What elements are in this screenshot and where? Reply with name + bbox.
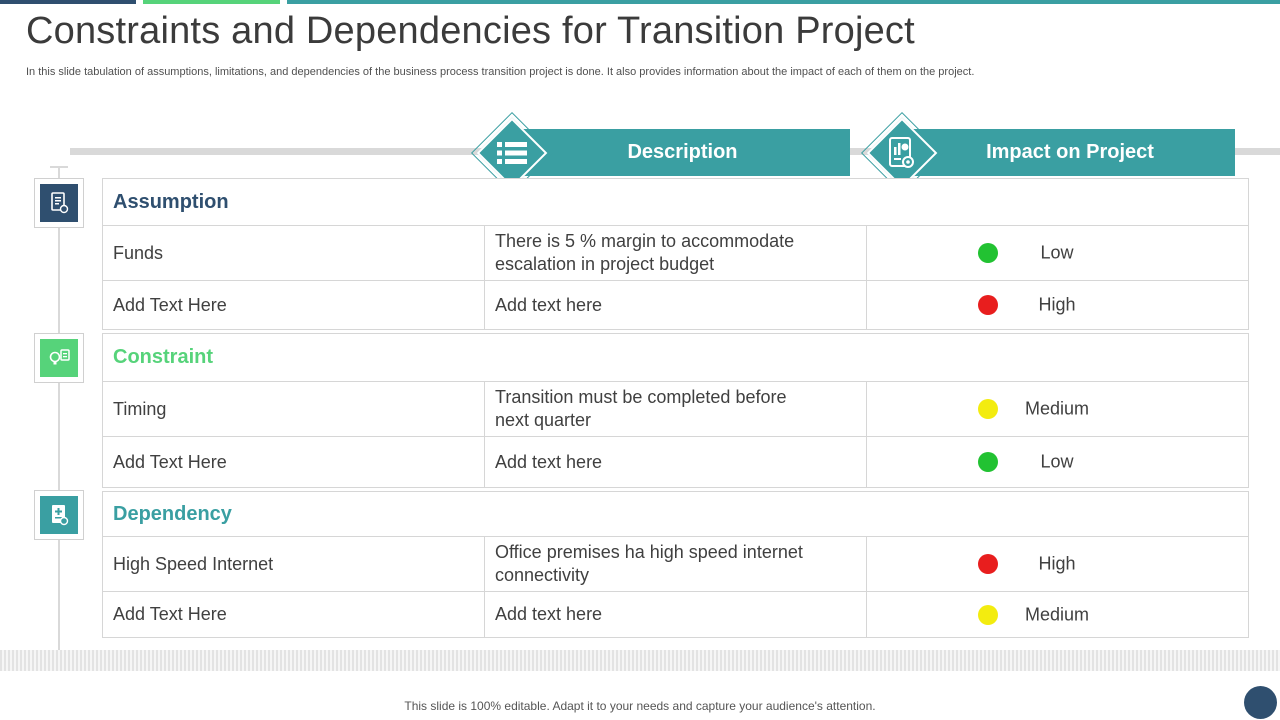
assumption-group: Assumption Funds There is 5 % margin to … — [102, 178, 1249, 330]
impact-label: High — [1038, 553, 1076, 574]
row-name: Timing — [103, 382, 485, 436]
row-impact: Low — [867, 226, 1248, 280]
status-dot-low — [978, 452, 998, 472]
top-accent-green — [143, 0, 280, 4]
impact-label: Medium — [1024, 604, 1090, 624]
group-title: Constraint — [103, 334, 1248, 382]
timeline-cap — [50, 166, 68, 168]
dependency-icon-box — [34, 490, 84, 540]
impact-label: Low — [1040, 242, 1074, 263]
table-row: Add Text Here Add text here Low — [103, 437, 1248, 487]
status-dot-low — [978, 243, 998, 263]
timeline-line — [58, 166, 60, 650]
page-subtitle: In this slide tabulation of assumptions,… — [26, 66, 975, 78]
table-row: Funds There is 5 % margin to accommodate… — [103, 226, 1248, 281]
top-accent-teal — [287, 0, 1280, 4]
table-row: High Speed Internet Office premises ha h… — [103, 537, 1248, 592]
page-title: Constraints and Dependencies for Transit… — [26, 10, 915, 52]
document-icon — [40, 184, 78, 222]
table-row: Add Text Here Add text here High — [103, 281, 1248, 329]
row-impact: Low — [867, 437, 1248, 487]
row-name: Add Text Here — [103, 437, 485, 487]
list-icon — [495, 136, 529, 170]
row-description: Add text here — [485, 281, 867, 329]
corner-circle — [1244, 686, 1277, 719]
row-name: Add Text Here — [103, 281, 485, 329]
row-description: Office premises ha high speed internet c… — [485, 537, 867, 591]
group-title: Assumption — [103, 179, 1248, 226]
status-dot-high — [978, 554, 998, 574]
assumption-icon-box — [34, 178, 84, 228]
row-name: Add Text Here — [103, 592, 485, 637]
impact-label: Medium — [1024, 398, 1090, 419]
row-impact: Medium — [867, 382, 1248, 436]
row-description: Add text here — [485, 592, 867, 637]
top-accent-navy — [0, 0, 136, 4]
constraint-icon-box — [34, 333, 84, 383]
row-description: There is 5 % margin to accommodate escal… — [485, 226, 867, 280]
row-impact: Medium — [867, 592, 1248, 637]
row-impact: High — [867, 537, 1248, 591]
status-dot-high — [978, 295, 998, 315]
row-description: Transition must be completed before next… — [485, 382, 867, 436]
row-name: Funds — [103, 226, 485, 280]
table-row: Timing Transition must be completed befo… — [103, 382, 1248, 437]
lightbulb-icon — [40, 339, 78, 377]
impact-header-label: Impact on Project — [986, 141, 1154, 163]
dependency-group: Dependency High Speed Internet Office pr… — [102, 491, 1249, 638]
report-chart-icon — [885, 136, 919, 170]
impact-label: High — [1038, 294, 1076, 315]
description-header: Description — [505, 129, 850, 176]
group-title: Dependency — [103, 492, 1248, 537]
footer-note: This slide is 100% editable. Adapt it to… — [404, 699, 876, 713]
status-dot-medium — [978, 604, 998, 625]
constraint-group: Constraint Timing Transition must be com… — [102, 333, 1249, 488]
impact-label: Low — [1040, 451, 1074, 472]
plus-document-icon — [40, 496, 78, 534]
impact-header: Impact on Project — [895, 129, 1235, 176]
row-name: High Speed Internet — [103, 537, 485, 591]
description-header-label: Description — [627, 141, 738, 163]
table-row: Add Text Here Add text here Medium — [103, 592, 1248, 637]
row-description: Add text here — [485, 437, 867, 487]
status-dot-medium — [978, 399, 998, 419]
row-impact: High — [867, 281, 1248, 329]
footer-stripe — [0, 650, 1280, 671]
